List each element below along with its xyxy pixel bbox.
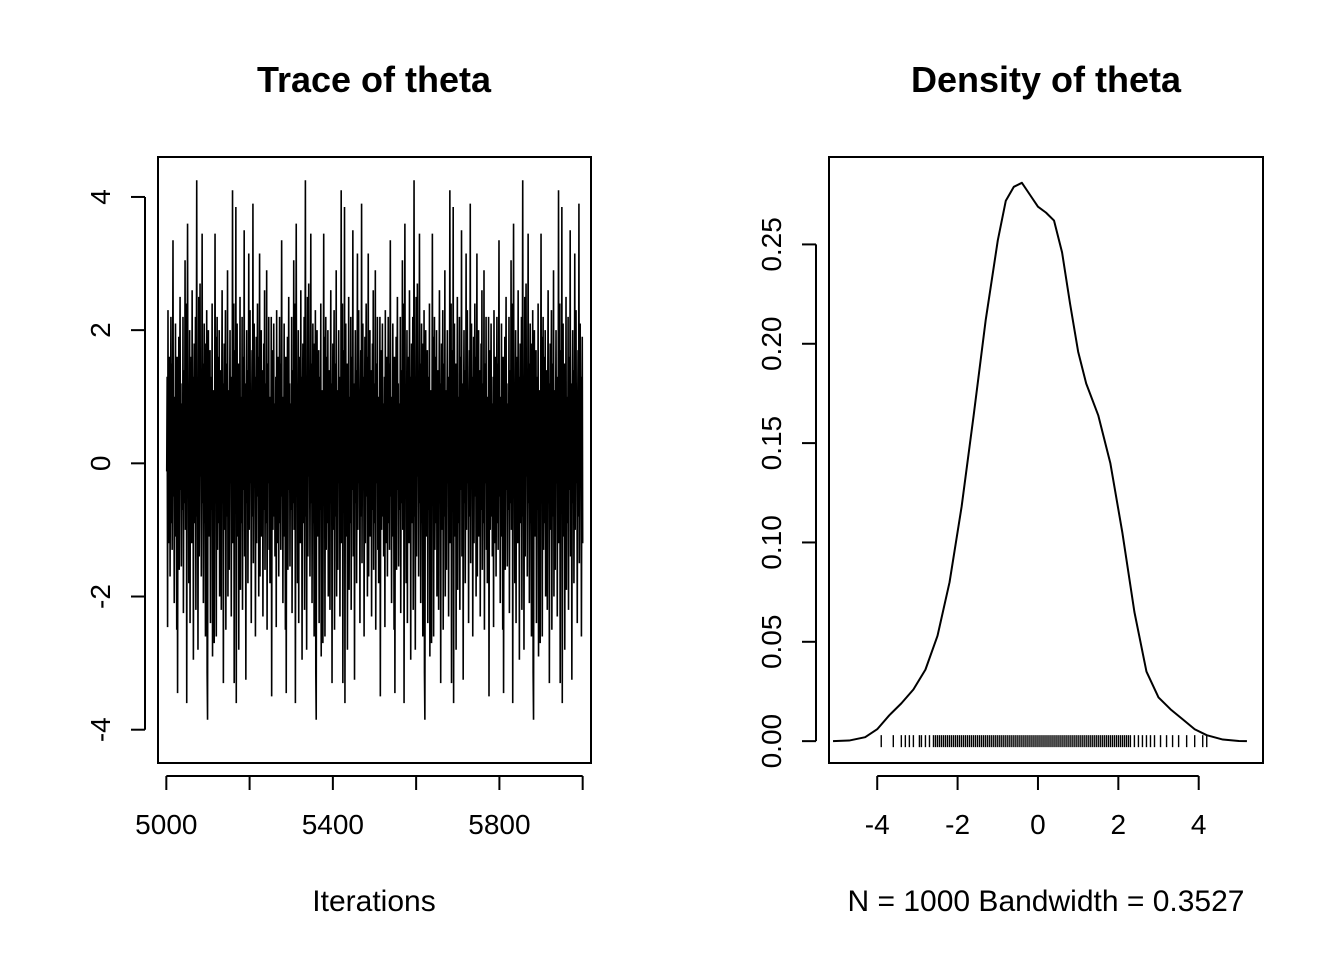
density-series-line: [832, 181, 1247, 743]
density-y-tick-label: 0.20: [756, 317, 787, 372]
trace-plot-box: [157, 156, 592, 764]
density-rug: [880, 735, 1208, 748]
density-plot-box: [828, 156, 1264, 764]
trace-y-axis: -4 -2 0 2 4: [85, 189, 146, 742]
trace-line: [165, 180, 584, 720]
trace-x-tick-label: 5400: [302, 809, 364, 840]
trace-x-axis-label: Iterations: [312, 885, 435, 918]
trace-series-line: [165, 180, 584, 720]
density-y-tick-label: 0.15: [756, 416, 787, 471]
trace-title: Trace of theta: [257, 59, 492, 100]
trace-y-tick-label: -2: [85, 584, 116, 609]
density-x-tick-label: 2: [1111, 809, 1127, 840]
trace-y-tick-label: -4: [85, 717, 116, 742]
trace-y-tick-label: 0: [85, 456, 116, 472]
trace-y-tick-label: 4: [85, 189, 116, 205]
density-x-axis-label: N = 1000 Bandwidth = 0.3527: [848, 885, 1245, 918]
density-x-tick-label: -2: [945, 809, 970, 840]
density-x-tick-label: 0: [1030, 809, 1046, 840]
density-curve: [832, 181, 1247, 743]
density-y-tick-label: 0.05: [756, 615, 787, 670]
density-y-tick-label: 0.10: [756, 515, 787, 570]
density-x-tick-label: 4: [1191, 809, 1207, 840]
density-x-tick-label: -4: [865, 809, 890, 840]
trace-x-tick-label: 5000: [135, 809, 197, 840]
density-x-axis: -4 -2 0 2 4: [865, 775, 1207, 840]
trace-x-axis: 5000 5400 5800: [135, 775, 584, 840]
trace-x-tick-label: 5800: [468, 809, 530, 840]
density-y-axis: 0.00 0.05 0.10 0.15 0.20 0.25: [756, 217, 817, 769]
density-title: Density of theta: [911, 59, 1182, 100]
density-y-tick-label: 0.00: [756, 714, 787, 769]
trace-panel: Trace of theta 5000 5400 5800 -4 -2 0 2 4 Iter…: [85, 59, 592, 918]
density-y-tick-label: 0.25: [756, 217, 787, 272]
density-panel: Density of theta -4 -2 0 2 4 0.00 0.05 0.10 0.1…: [756, 59, 1264, 918]
trace-y-tick-label: 2: [85, 322, 116, 338]
